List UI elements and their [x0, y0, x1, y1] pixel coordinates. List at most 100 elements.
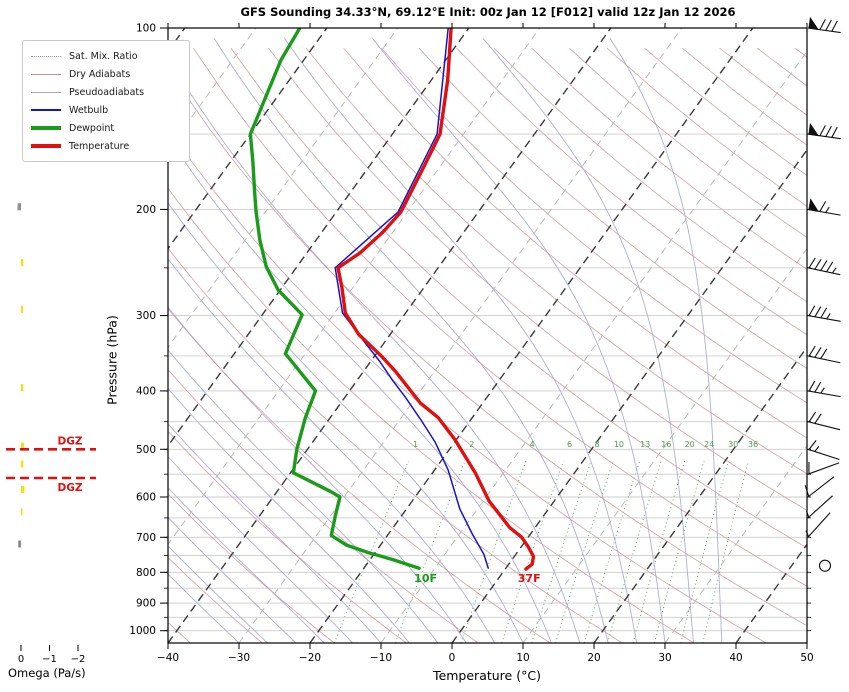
dry-adiabat-line	[794, 47, 807, 58]
dry-adiabat-line	[230, 47, 807, 549]
legend-item: Dry Adiabats	[31, 65, 181, 83]
isotherm-line	[593, 345, 807, 643]
isotherm-line	[238, 28, 683, 643]
temp-tick-label: 50	[800, 652, 813, 664]
omega-tick-label: −2	[71, 654, 86, 665]
legend: Sat. Mix. Ratio Dry Adiabats Pseudoadiabat…	[22, 40, 190, 162]
pressure-tick-label: 600	[136, 492, 156, 504]
dry-adiabat-line	[606, 47, 807, 207]
dry-adiabat-line	[168, 493, 335, 643]
wind-barb-icon	[807, 345, 841, 364]
mixing-ratio-label: 4	[530, 440, 535, 449]
pseudoadiabat-line	[482, 38, 694, 643]
wind-barb-icon	[804, 476, 835, 498]
dry-adiabat-line	[305, 47, 807, 475]
pseudoadiabat-line	[372, 38, 666, 643]
dry-adiabat-line	[168, 369, 479, 643]
mixing-ratio-line	[394, 460, 466, 643]
isotherm-line	[168, 28, 541, 546]
surface-value-label: 10F	[414, 572, 437, 585]
mixing-ratio-line	[501, 460, 564, 643]
omega-bar	[21, 442, 24, 450]
wind-barb-icon	[807, 462, 840, 475]
surface-value-label: 37F	[518, 572, 541, 585]
dry-adiabat-line	[168, 187, 695, 643]
dry-adiabat-line	[343, 47, 807, 439]
temp-tick-label: 20	[587, 652, 600, 664]
temp-tick-label: 0	[449, 652, 456, 664]
legend-line-sample-icon	[31, 91, 61, 93]
omega-tick-label: −1	[42, 654, 57, 665]
mixing-ratio-label: 1	[413, 440, 418, 449]
isotherm-line	[522, 247, 807, 643]
temperature-axis-title: Temperature (°C)	[433, 668, 541, 683]
dry-adiabat-line	[493, 47, 807, 303]
mixing-ratio-line	[555, 460, 614, 643]
wetbulb-curve	[334, 28, 489, 569]
wind-barb-icon	[806, 495, 833, 519]
pseudoadiabat-line	[168, 487, 325, 643]
pseudoadiabat-line	[284, 38, 638, 643]
dry-adiabat-line	[456, 47, 807, 336]
pressure-tick-label: 900	[136, 598, 156, 610]
pseudoadiabat-line	[168, 573, 240, 643]
omega-bar	[21, 305, 23, 313]
omega-axis-title: Omega (Pa/s)	[8, 666, 86, 680]
legend-item-label: Sat. Mix. Ratio	[69, 50, 138, 62]
legend-item-label: Wetbulb	[69, 104, 109, 116]
omega-bar	[18, 540, 21, 548]
pseudoadiabat-line	[609, 38, 723, 643]
omega-bar	[17, 203, 21, 211]
isotherm-line	[168, 28, 470, 447]
dgz-label: DGZ	[58, 482, 83, 494]
temp-tick-label: −30	[228, 652, 250, 664]
dry-adiabat-line	[168, 66, 807, 627]
mixing-ratio-label: 16	[661, 440, 671, 449]
mixing-ratio-label: 2	[469, 440, 474, 449]
legend-item: Temperature	[31, 137, 181, 155]
pseudoadiabat-line	[213, 38, 609, 643]
pressure-axis-title: Pressure (hPa)	[104, 315, 120, 405]
isotherm-line	[168, 28, 399, 348]
pseudoadiabat-line	[168, 545, 268, 643]
temperature-curve	[336, 28, 536, 571]
dry-adiabat-line	[418, 47, 807, 369]
pressure-tick-label: 500	[136, 444, 156, 456]
wind-barb-icon	[807, 440, 840, 461]
wind-barb-icon	[807, 16, 841, 34]
wind-barb-icon	[807, 305, 841, 322]
omega-bar	[21, 460, 24, 468]
wind-barb-icon	[807, 257, 841, 276]
pseudoadiabat-line	[168, 456, 353, 643]
mixing-ratio-label: 6	[567, 440, 572, 449]
pressure-tick-label: 100	[136, 23, 156, 35]
isotherm-line	[806, 642, 807, 643]
temp-tick-label: −20	[299, 652, 321, 664]
dry-adiabat-line	[681, 47, 807, 146]
dry-adiabat-line	[380, 47, 807, 404]
legend-item: Sat. Mix. Ratio	[31, 47, 181, 65]
mixing-ratio-line	[531, 460, 592, 643]
omega-bar	[21, 508, 23, 516]
isotherm-line	[735, 543, 807, 643]
mixing-ratio-label: 10	[614, 440, 624, 449]
pseudoadiabat-line	[168, 387, 410, 643]
pressure-tick-label: 1000	[129, 625, 156, 637]
mixing-ratio-label: 36	[748, 440, 758, 449]
pressure-tick-label: 200	[136, 204, 156, 216]
pseudoadiabat-line	[168, 136, 552, 643]
legend-item: Pseudoadiabats	[31, 83, 181, 101]
omega-bar	[21, 384, 24, 392]
temp-tick-label: −40	[157, 652, 179, 664]
pressure-tick-label: 300	[136, 310, 156, 322]
legend-item-label: Dry Adiabats	[69, 68, 131, 80]
pseudoadiabat-line	[168, 349, 439, 643]
dry-adiabat-line	[268, 47, 807, 511]
legend-item-label: Dewpoint	[69, 122, 115, 134]
isotherm-line	[451, 148, 807, 643]
mixing-ratio-line	[607, 460, 662, 643]
isotherm-line	[309, 28, 754, 643]
legend-line-sample-icon	[31, 109, 61, 111]
